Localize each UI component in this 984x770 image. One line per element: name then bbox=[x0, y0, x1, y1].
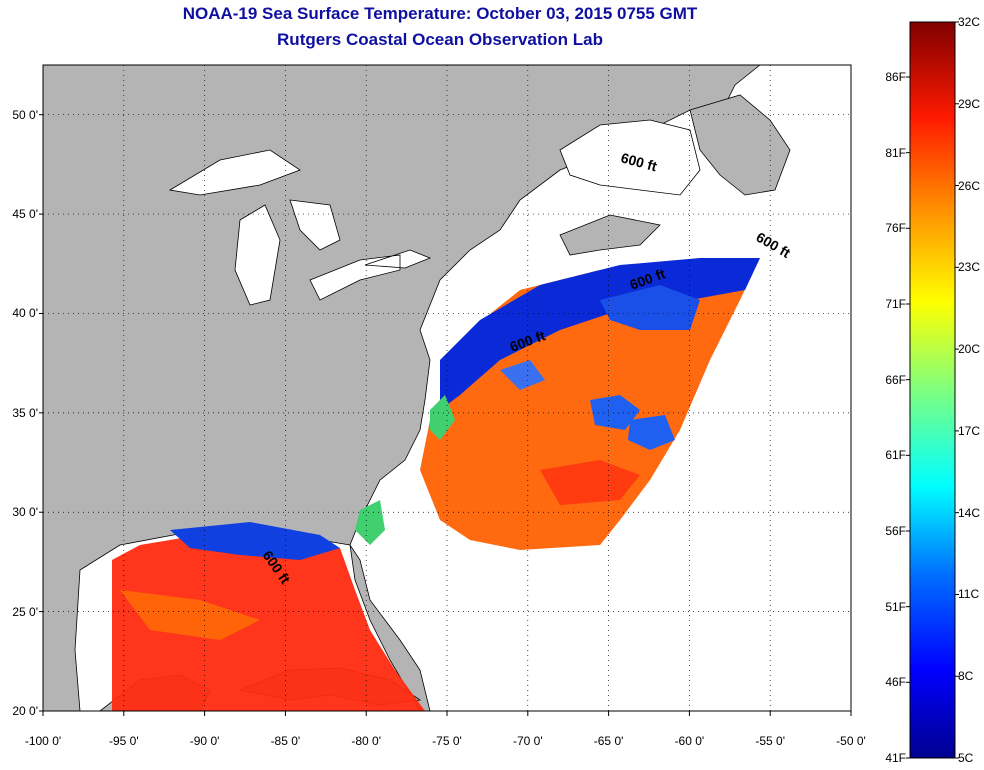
colorbar-fahrenheit-label: 51F bbox=[885, 599, 906, 614]
sst-atlantic-cool-patch-d bbox=[500, 360, 545, 390]
lon-tick-label: -100 0' bbox=[24, 734, 62, 748]
gulf-of-st-lawrence bbox=[559, 119, 701, 196]
sst-atlantic-green-edge bbox=[355, 395, 455, 545]
sst-gulf-stream-a bbox=[120, 590, 260, 640]
colorbar-celsius-label: 20C bbox=[958, 342, 981, 357]
colorbar-fahrenheit-label: 56F bbox=[885, 524, 906, 538]
colorbar-fahrenheit-label: 46F bbox=[885, 675, 906, 690]
colorbar-celsius-label: 11C bbox=[958, 587, 980, 602]
sst-atlantic-red-band bbox=[540, 460, 640, 505]
lon-tick-label: -85 0' bbox=[270, 734, 301, 748]
newfoundland bbox=[689, 94, 791, 196]
lat-tick-label: 25 0' bbox=[12, 604, 38, 619]
colorbar bbox=[909, 21, 956, 759]
colorbar-celsius-label: 32C bbox=[958, 15, 981, 29]
colorbar-celsius-label: 29C bbox=[958, 96, 981, 111]
great-lakes bbox=[168, 149, 432, 306]
colorbar-fahrenheit-label: 71F bbox=[885, 297, 906, 311]
nova-scotia bbox=[559, 214, 661, 256]
lon-tick-label: -80 0' bbox=[351, 734, 382, 748]
colorbar-fahrenheit-label: 76F bbox=[885, 221, 906, 236]
lon-tick-label: -95 0' bbox=[108, 734, 139, 748]
lat-tick-label: 40 0' bbox=[12, 306, 38, 321]
lon-tick-label: -65 0' bbox=[593, 734, 624, 748]
colorbar-fahrenheit-label: 41F bbox=[885, 751, 906, 765]
sst-atlantic-cool-patch-b bbox=[590, 395, 640, 430]
lat-tick-label: 20 0' bbox=[12, 704, 38, 718]
sst-atlantic-cool-patch-c bbox=[628, 415, 675, 450]
colorbar-fahrenheit-label: 66F bbox=[885, 372, 906, 387]
colorbar-celsius-label: 17C bbox=[958, 423, 981, 438]
sst-atlantic-cool-patch-a bbox=[600, 285, 700, 330]
lat-tick-label: 50 0' bbox=[12, 107, 38, 122]
lon-tick-label: -60 0' bbox=[674, 734, 705, 748]
colorbar-celsius-label: 26C bbox=[958, 178, 981, 193]
map-subtitle: Rutgers Coastal Ocean Observation Lab bbox=[277, 30, 603, 49]
map-title: NOAA-19 Sea Surface Temperature: October… bbox=[182, 4, 698, 23]
colorbar-celsius-label: 8C bbox=[958, 669, 974, 684]
lat-tick-label: 30 0' bbox=[12, 505, 38, 520]
sst-gulf-coastal-cool bbox=[170, 522, 340, 560]
colorbar-fahrenheit-label: 86F bbox=[885, 70, 906, 84]
colorbar-celsius-label: 23C bbox=[958, 260, 981, 275]
colorbar-celsius-label: 14C bbox=[958, 505, 981, 520]
lon-tick-label: -70 0' bbox=[512, 734, 543, 748]
lat-tick-label: 45 0' bbox=[12, 207, 38, 222]
sst-gulf bbox=[112, 528, 425, 711]
lat-tick-label: 35 0' bbox=[12, 405, 38, 420]
colorbar-fahrenheit-label: 81F bbox=[885, 145, 906, 160]
colorbar-fahrenheit-label: 61F bbox=[885, 448, 906, 463]
lon-tick-label: -50 0' bbox=[836, 734, 866, 748]
lon-tick-label: -75 0' bbox=[432, 734, 462, 748]
lon-tick-label: -55 0' bbox=[755, 734, 786, 748]
lon-tick-label: -90 0' bbox=[189, 734, 220, 748]
colorbar-celsius-label: 5C bbox=[958, 751, 974, 765]
